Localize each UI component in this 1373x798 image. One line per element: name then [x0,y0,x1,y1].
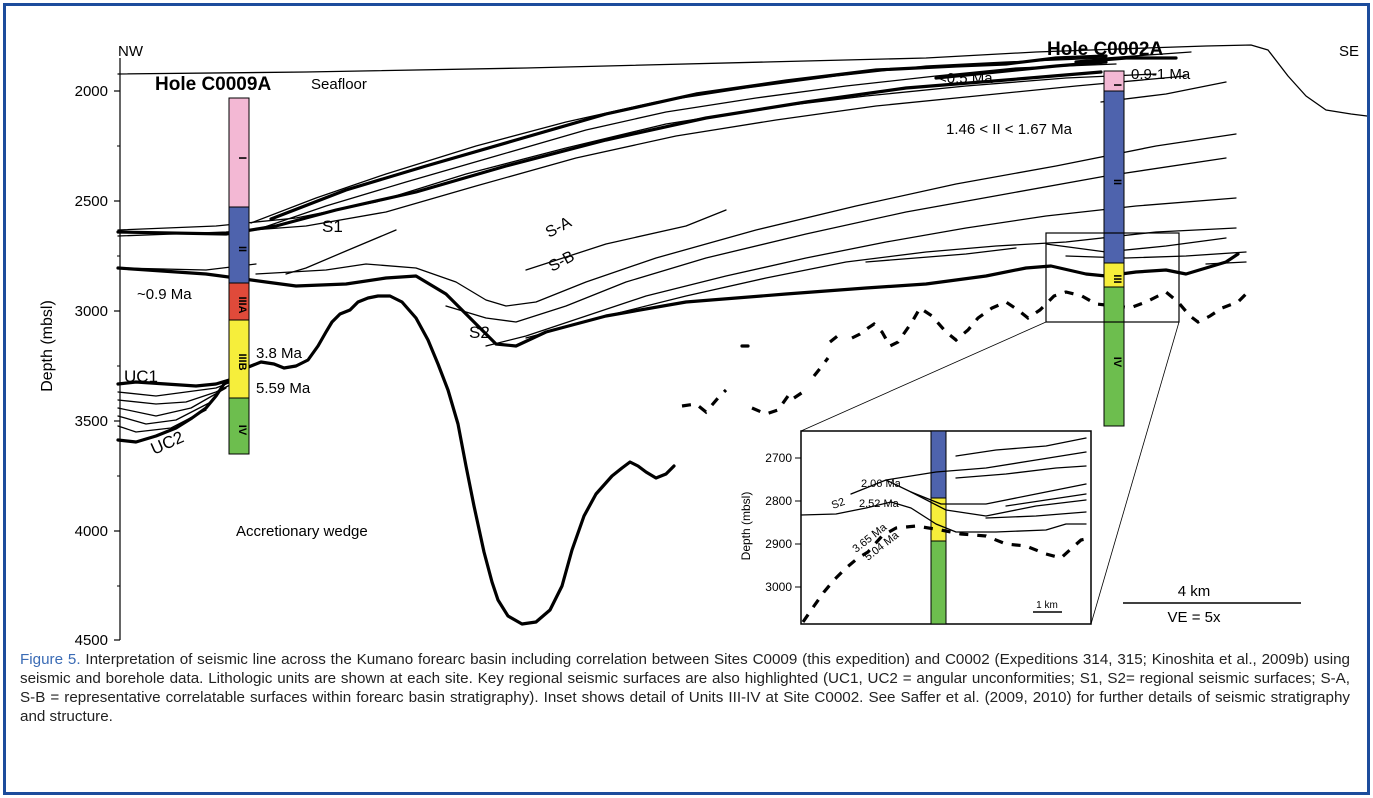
se-label: SE [1339,43,1359,60]
c0009-unit-iiib: IIIB [236,353,248,370]
hole-c0009-label: Hole C0009A [155,74,271,95]
borehole-c0002a: I II III IV [1103,70,1125,427]
inset-tick-3000: 3000 [765,580,792,594]
c0009-unit-iiia: IIIA [236,296,248,313]
age-lt05: <0.5 Ma [938,70,993,87]
c0009-unit-ii: II [236,246,248,252]
c0009-unit-i: I [236,156,248,159]
sb-label: S-B [546,248,578,276]
c0002-unit-ii: II [1111,179,1123,185]
inset-axis-label: Depth (mbsl) [739,492,753,561]
inset-panel: 2700 2800 2900 3000 Depth (mbsl) 2.06 Ma… [739,430,1092,625]
depth-axis-label: Depth (mbsl) [39,300,56,392]
inset-region-box [1045,232,1180,323]
seafloor-label: Seafloor [311,76,367,93]
tick-2000: 2000 [75,83,108,100]
uc2-label: UC2 [148,427,187,458]
age-38: 3.8 Ma [256,345,303,362]
accretionary-wedge-label: Accretionary wedge [236,523,368,540]
basin-reflectors [116,51,1247,348]
inset-s2-label: S2 [830,496,847,512]
tick-4000: 4000 [75,523,108,540]
inset-age-252: 2.52 Ma [859,498,900,510]
ve-label: VE = 5x [1168,609,1221,626]
age-559: 5.59 Ma [256,380,311,397]
borehole-c0009a: I II IIIA IIIB IV [228,97,250,455]
caption-label: Figure 5. [20,651,81,668]
inset-tick-2900: 2900 [765,537,792,551]
s2-label: S2 [469,323,490,342]
age-09: ~0.9 Ma [137,286,192,303]
tick-2500: 2500 [75,193,108,210]
inset-scale-label: 1 km [1036,600,1058,611]
age-146-167: 1.46 < II < 1.67 Ma [946,121,1073,138]
caption-text: Interpretation of seismic line across th… [20,651,1351,725]
tick-4500: 4500 [75,632,108,646]
age-09-1: 0.9-1 Ma [1131,66,1191,83]
sa-label: S-A [543,214,575,242]
inset-age-206: 2.06 Ma [861,478,902,490]
tick-3500: 3500 [75,413,108,430]
tick-3000: 3000 [75,303,108,320]
inset-tick-2700: 2700 [765,451,792,465]
depth-axis: 2000 2500 3000 3500 4000 4500 Depth (mbs… [39,58,121,646]
c0002-unit-iv: IV [1111,357,1123,368]
uc1-label: UC1 [124,367,158,386]
c0002-unit-iii: III [1111,274,1123,283]
scale-4km: 4 km [1178,583,1211,600]
c0009-unit-iv: IV [236,425,248,436]
c0002-unit-i: I [1111,83,1123,86]
nw-label: NW [118,43,144,60]
s1-label: S1 [322,217,343,236]
inset-tick-2800: 2800 [765,494,792,508]
seismic-cross-section: 2000 2500 3000 3500 4000 4500 Depth (mbs… [39,39,1367,646]
figure-caption: Figure 5. Interpretation of seismic line… [20,650,1350,726]
figure-frame: 2000 2500 3000 3500 4000 4500 Depth (mbs… [3,3,1370,795]
